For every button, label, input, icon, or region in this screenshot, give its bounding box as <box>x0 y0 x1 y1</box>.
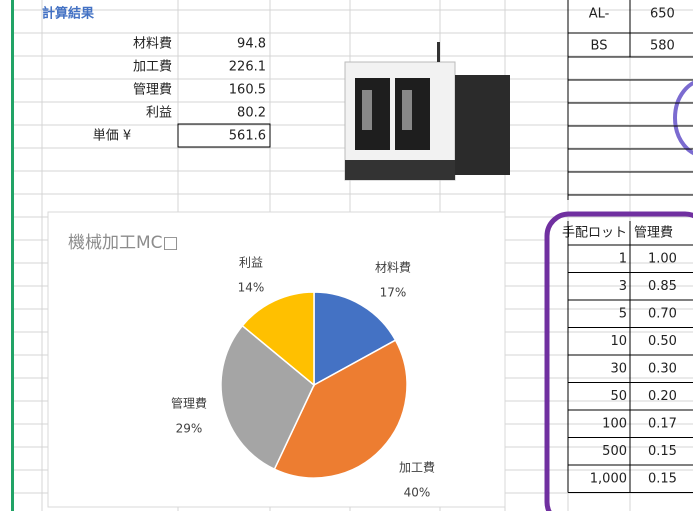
rate: 0.85 <box>648 279 677 294</box>
slice-name: 材料費 <box>375 260 411 275</box>
lot: 50 <box>610 389 627 404</box>
header: 管理費 <box>634 226 673 241</box>
summary-value: 94.8 <box>237 37 266 52</box>
slice-label: 14% <box>238 281 265 295</box>
header: 手配ロット <box>562 226 627 241</box>
summary-label: 管理費 <box>133 83 172 98</box>
slice-label: 29% <box>176 422 203 436</box>
summary-label: 材料費 <box>133 37 172 52</box>
chart-title: 機械加工MC□ <box>68 233 179 253</box>
lot: 3 <box>619 279 627 294</box>
slice-name: 管理費 <box>171 396 207 411</box>
code-value: 580 <box>650 39 675 54</box>
summary-label: 利益 <box>146 106 172 121</box>
summary-title: 計算結果 <box>42 6 94 22</box>
lot: 100 <box>602 416 627 431</box>
code-label: BS <box>591 39 608 54</box>
rate: 0.70 <box>648 306 677 321</box>
summary-value: 160.5 <box>229 83 266 98</box>
code-value: 650 <box>650 7 675 22</box>
lot: 500 <box>602 444 627 459</box>
lot: 1 <box>619 251 627 266</box>
code-label: AL- <box>589 7 610 22</box>
selection-edge <box>11 0 14 511</box>
summary-value: 80.2 <box>237 106 266 121</box>
rate: 0.30 <box>648 361 677 376</box>
summary-value: 561.6 <box>229 129 266 144</box>
slice-name: 利益 <box>239 256 263 270</box>
lot: 10 <box>610 334 627 349</box>
slice-name: 加工費 <box>399 460 435 475</box>
summary-label: 単価 ¥ <box>93 128 131 144</box>
rate: 0.50 <box>648 334 677 349</box>
rate: 0.17 <box>648 416 677 431</box>
sheet: 機械加工MC□ 材料費 17% 加工費 40% 管理費 29% 利益 14% 計算結果材料費 9… <box>0 0 693 511</box>
slice-label: 17% <box>380 286 407 300</box>
rate: 0.20 <box>648 389 677 404</box>
rate: 0.15 <box>648 444 677 459</box>
lot: 30 <box>610 361 627 376</box>
lot: 5 <box>619 306 627 321</box>
summary-value: 226.1 <box>229 60 266 75</box>
rate: 0.15 <box>648 471 677 486</box>
summary-label: 加工費 <box>133 60 172 75</box>
lot: 1,000 <box>590 471 627 486</box>
slice-label: 40% <box>404 486 431 500</box>
rate: 1.00 <box>648 251 677 266</box>
